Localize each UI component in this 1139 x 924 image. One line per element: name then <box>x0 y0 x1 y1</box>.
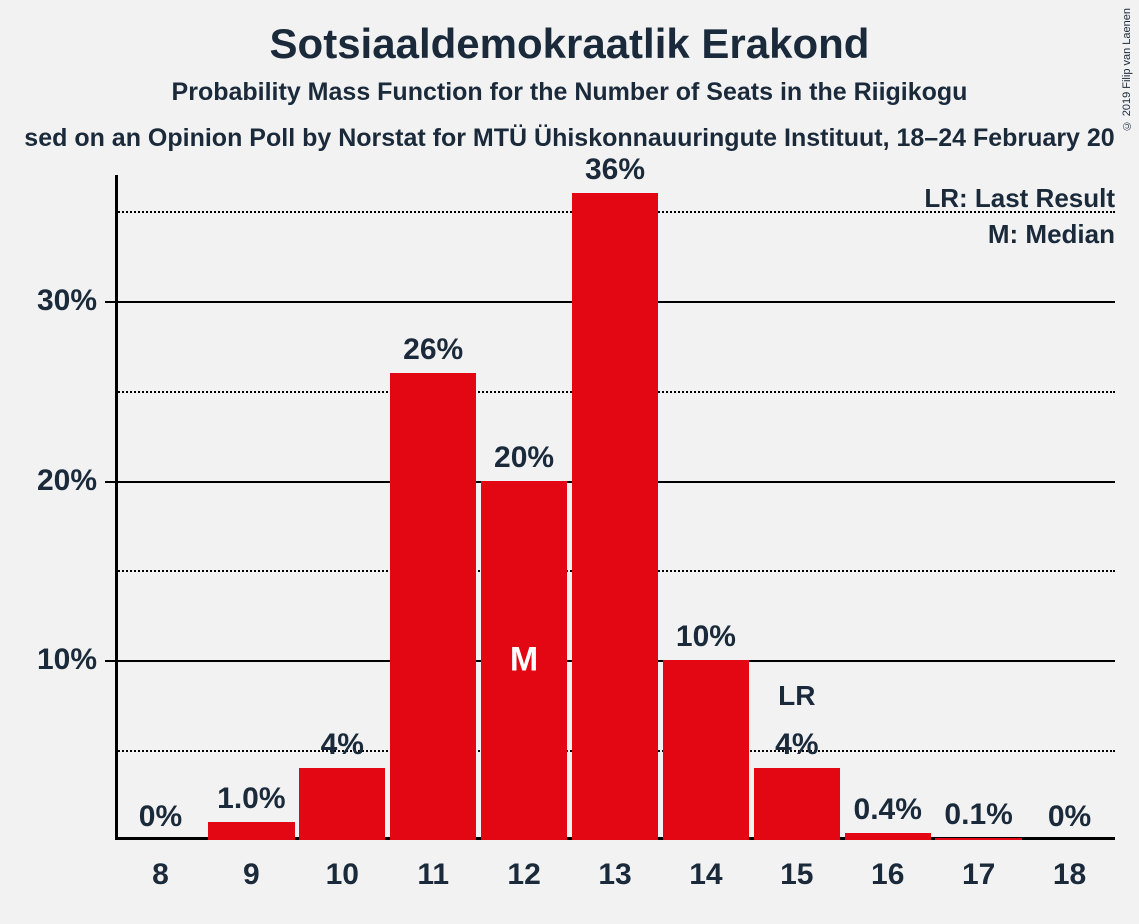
y-tick <box>105 660 115 662</box>
x-axis-label: 10 <box>326 858 359 892</box>
y-tick <box>105 481 115 483</box>
x-axis-label: 9 <box>243 858 260 892</box>
chart-marker: M <box>510 641 538 680</box>
chart-title: Sotsiaaldemokraatlik Erakond <box>0 20 1139 68</box>
bar <box>845 833 931 840</box>
chart-subtitle-1: Probability Mass Function for the Number… <box>0 78 1139 107</box>
bar-value-label: 36% <box>585 153 645 187</box>
y-axis-label: 30% <box>37 284 97 318</box>
bar <box>663 660 749 840</box>
chart-subtitle-2: sed on an Opinion Poll by Norstat for MT… <box>0 124 1139 153</box>
bar <box>572 193 658 840</box>
x-axis-label: 8 <box>152 858 169 892</box>
bar-value-label: 0.4% <box>854 793 922 827</box>
x-axis-label: 12 <box>507 858 540 892</box>
x-axis-label: 11 <box>417 858 449 892</box>
bar <box>390 373 476 840</box>
plot-area: 10%20%30%0%81.0%94%1026%1120%1236%1310%1… <box>115 175 1115 840</box>
bar <box>754 768 840 840</box>
bar <box>299 768 385 840</box>
y-axis-label: 20% <box>37 464 97 498</box>
y-tick <box>105 301 115 303</box>
bar <box>208 822 294 840</box>
bar-value-label: 0% <box>139 800 182 834</box>
x-axis-label: 17 <box>962 858 995 892</box>
bar-value-label: 4% <box>321 728 364 762</box>
y-axis-label: 10% <box>37 643 97 677</box>
x-axis-label: 16 <box>871 858 904 892</box>
copyright-text: © 2019 Filip van Laenen <box>1121 8 1133 131</box>
x-axis-label: 14 <box>689 858 722 892</box>
x-axis-label: 13 <box>598 858 631 892</box>
bar <box>935 838 1021 840</box>
chart-marker: LR <box>778 680 815 712</box>
x-axis-label: 15 <box>780 858 813 892</box>
y-axis <box>115 175 118 840</box>
bar-value-label: 10% <box>676 620 736 654</box>
bar-value-label: 0% <box>1048 800 1091 834</box>
bar-value-label: 1.0% <box>217 782 285 816</box>
bar-value-label: 4% <box>775 728 818 762</box>
x-axis-label: 18 <box>1053 858 1086 892</box>
bar-value-label: 26% <box>403 333 463 367</box>
bar-value-label: 0.1% <box>944 798 1012 832</box>
bar-value-label: 20% <box>494 441 554 475</box>
